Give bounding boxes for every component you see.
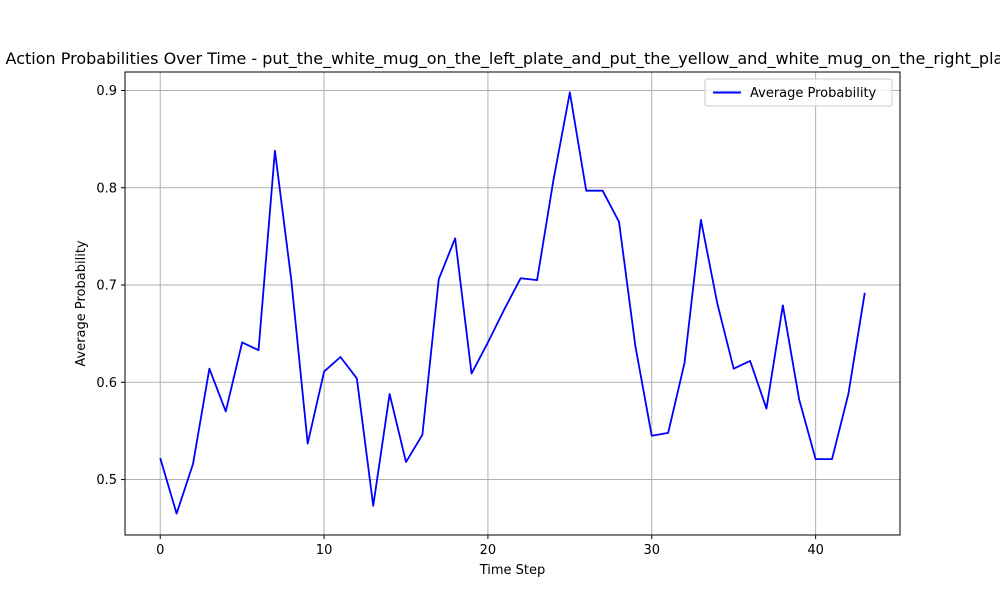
x-tick-label: 10 xyxy=(316,543,333,558)
y-tick-label: 0.5 xyxy=(96,473,117,488)
y-tick-label: 0.8 xyxy=(96,181,117,196)
y-tick-label: 0.7 xyxy=(96,279,117,294)
y-tick-label: 0.6 xyxy=(96,376,117,391)
y-axis-label: Average Probability xyxy=(74,240,89,367)
legend-box xyxy=(704,78,893,107)
y-tick-label: 0.9 xyxy=(96,84,117,99)
plot-area xyxy=(124,71,901,536)
axis-ticks: 0 10 20 30 40 0.5 0.6 0.7 0.8 0.9 xyxy=(96,84,824,558)
series-layer xyxy=(159,91,866,515)
legend: Average Probability xyxy=(704,78,893,107)
x-tick-label: 30 xyxy=(643,543,660,558)
x-axis-label: Time Step xyxy=(479,563,546,578)
x-tick-label: 40 xyxy=(807,543,824,558)
x-tick-label: 20 xyxy=(480,543,497,558)
chart-title: Action Probabilities Over Time - put_the… xyxy=(6,49,1000,69)
series-line xyxy=(159,91,866,515)
legend-label: Average Probability xyxy=(750,86,877,101)
x-tick-label: 0 xyxy=(156,543,164,558)
